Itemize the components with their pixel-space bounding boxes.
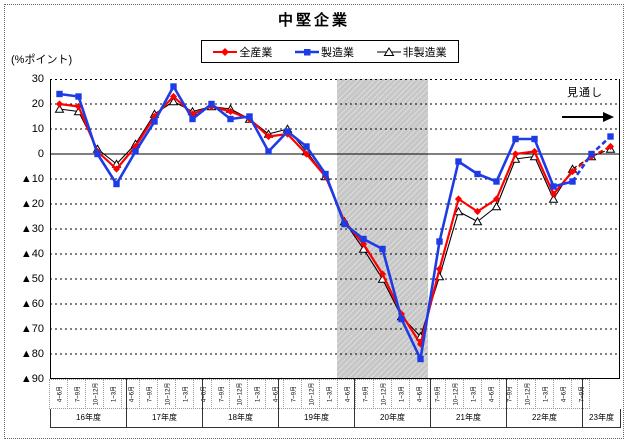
y-tick-label: ▲80: [20, 348, 44, 360]
y-tick-label: ▲90: [20, 373, 44, 385]
x-quarter-label: 10~12月: [517, 379, 536, 409]
forecast-arrow-icon: [562, 112, 614, 122]
x-quarter-label: 4~6月: [121, 379, 140, 409]
year-separator: [278, 379, 279, 427]
plot-area: [50, 79, 620, 379]
legend-label-non-manufacturing: 非製造業: [402, 46, 447, 59]
line-chart-canvas: [50, 79, 620, 379]
y-tick-label: ▲50: [20, 273, 44, 285]
x-quarter-label: 7~9月: [67, 379, 86, 409]
x-quarter-label: 7~9月: [139, 379, 158, 409]
x-year-label: 20年度: [355, 409, 431, 427]
x-quarter-label: 10~12月: [157, 379, 176, 409]
x-quarter-label: 4~6月: [553, 379, 572, 409]
year-separator: [202, 379, 203, 427]
y-tick-label: ▲60: [20, 298, 44, 310]
y-tick-label: ▲40: [20, 248, 44, 260]
x-year-label: 19年度: [279, 409, 355, 427]
x-quarter-label: 7~9月: [499, 379, 518, 409]
x-quarter-label: 7~9月: [283, 379, 302, 409]
y-tick-label: ▲20: [20, 198, 44, 210]
y-tick-label: 30: [31, 73, 44, 85]
y-axis-unit-label: (%ポイント): [11, 54, 73, 66]
x-year-label: 22年度: [507, 409, 583, 427]
x-quarter-label: 10~12月: [229, 379, 248, 409]
series-manufacturing-line: [56, 83, 614, 363]
year-separator: [506, 379, 507, 427]
year-separator: [582, 379, 583, 427]
year-separator: [354, 379, 355, 427]
y-tick-label: 10: [31, 123, 44, 135]
x-quarter-label: 1~3月: [103, 379, 122, 409]
legend-marker-square-icon: [294, 48, 319, 55]
x-axis-quarter-row: 4~6月 7~9月 10~12月 1~3月 4~6月 7~9月 10~12月 1~3月 4~6月…: [49, 379, 620, 409]
x-quarter-label: 1~3月: [463, 379, 482, 409]
x-quarter-label: 4~6月: [49, 379, 68, 409]
legend-item-manufacturing: 製造業: [294, 44, 354, 60]
y-tick-label: ▲70: [20, 323, 44, 335]
series-all-industries-line: [55, 92, 615, 348]
x-quarter-label: 4~6月: [481, 379, 500, 409]
legend-marker-triangle-icon: [376, 46, 401, 56]
x-quarter-label: 10~12月: [445, 379, 464, 409]
y-tick-label: ▲10: [20, 173, 44, 185]
x-year-label: 16年度: [51, 409, 127, 427]
legend-label-manufacturing: 製造業: [320, 46, 354, 59]
x-year-label: 23年度: [583, 409, 621, 427]
legend-box: 全産業 製造業 非製造業: [201, 40, 459, 63]
x-axis-year-row: 16年度 17年度 18年度 19年度 20年度 21年度 22年度 23年度: [50, 409, 621, 428]
x-quarter-label: 4~6月: [265, 379, 284, 409]
x-quarter-label: 10~12月: [373, 379, 392, 409]
x-quarter-label: 1~3月: [391, 379, 410, 409]
x-quarter-label: 7~9月: [571, 379, 590, 409]
x-quarter-label: 7~9月: [211, 379, 230, 409]
x-quarter-label: 10~12月: [85, 379, 104, 409]
x-year-label: 18年度: [203, 409, 279, 427]
x-quarter-label: 4~6月: [409, 379, 428, 409]
x-quarter-label: 1~3月: [535, 379, 554, 409]
y-tick-label: ▲30: [20, 223, 44, 235]
year-separator: [126, 379, 127, 427]
y-tick-label: 20: [31, 98, 44, 110]
legend-item-all-industries: 全産業: [213, 44, 272, 60]
x-year-label: 21年度: [431, 409, 507, 427]
legend-item-non-manufacturing: 非製造業: [376, 44, 447, 60]
x-quarter-label: 1~3月: [175, 379, 194, 409]
year-separator: [430, 379, 431, 427]
legend-marker-diamond-icon: [213, 47, 238, 56]
x-quarter-label: 1~3月: [319, 379, 338, 409]
x-quarter-label: 7~9月: [355, 379, 374, 409]
x-quarter-label: 10~12月: [301, 379, 320, 409]
x-year-label: 17年度: [127, 409, 203, 427]
chart-title: 中堅企業: [277, 12, 350, 29]
legend-label-all-industries: 全産業: [239, 46, 273, 59]
x-quarter-label: 1~3月: [247, 379, 266, 409]
y-tick-label: 0: [37, 148, 44, 160]
forecast-label: 見通し: [567, 87, 603, 99]
series-non-manufacturing-line: [54, 96, 616, 341]
